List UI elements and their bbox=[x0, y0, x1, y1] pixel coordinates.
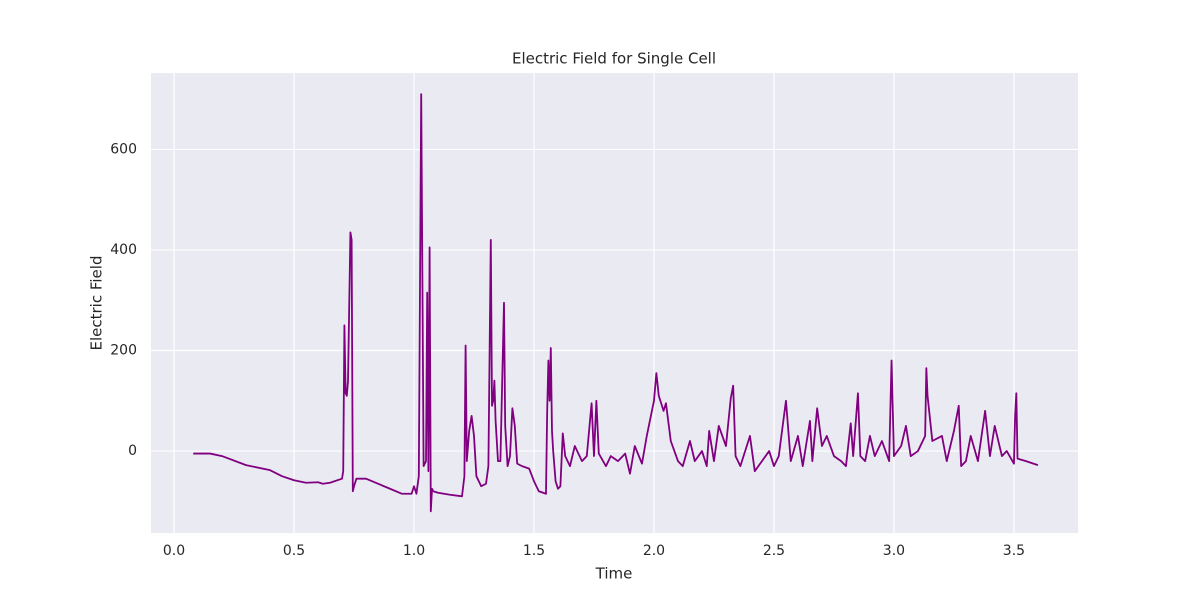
y-tick-label: 0 bbox=[128, 443, 137, 459]
data-line bbox=[193, 93, 1039, 513]
chart-title: Electric Field for Single Cell bbox=[512, 50, 716, 68]
y-tick-label: 200 bbox=[110, 343, 137, 359]
x-tick-label: 0.5 bbox=[283, 543, 305, 559]
y-axis-label: Electric Field bbox=[88, 256, 106, 351]
x-tick-label: 3.5 bbox=[1003, 543, 1025, 559]
x-tick-label: 1.0 bbox=[403, 543, 425, 559]
plot-area bbox=[151, 73, 1078, 533]
x-axis-label: Time bbox=[595, 565, 633, 583]
y-tick-label: 600 bbox=[110, 141, 137, 157]
x-tick-label: 0.0 bbox=[163, 543, 185, 559]
x-tick-label: 3.0 bbox=[883, 543, 905, 559]
x-tick-label: 2.0 bbox=[643, 543, 665, 559]
y-tick-label: 400 bbox=[110, 242, 137, 258]
x-tick-label: 1.5 bbox=[523, 543, 545, 559]
x-tick-label: 2.5 bbox=[763, 543, 785, 559]
